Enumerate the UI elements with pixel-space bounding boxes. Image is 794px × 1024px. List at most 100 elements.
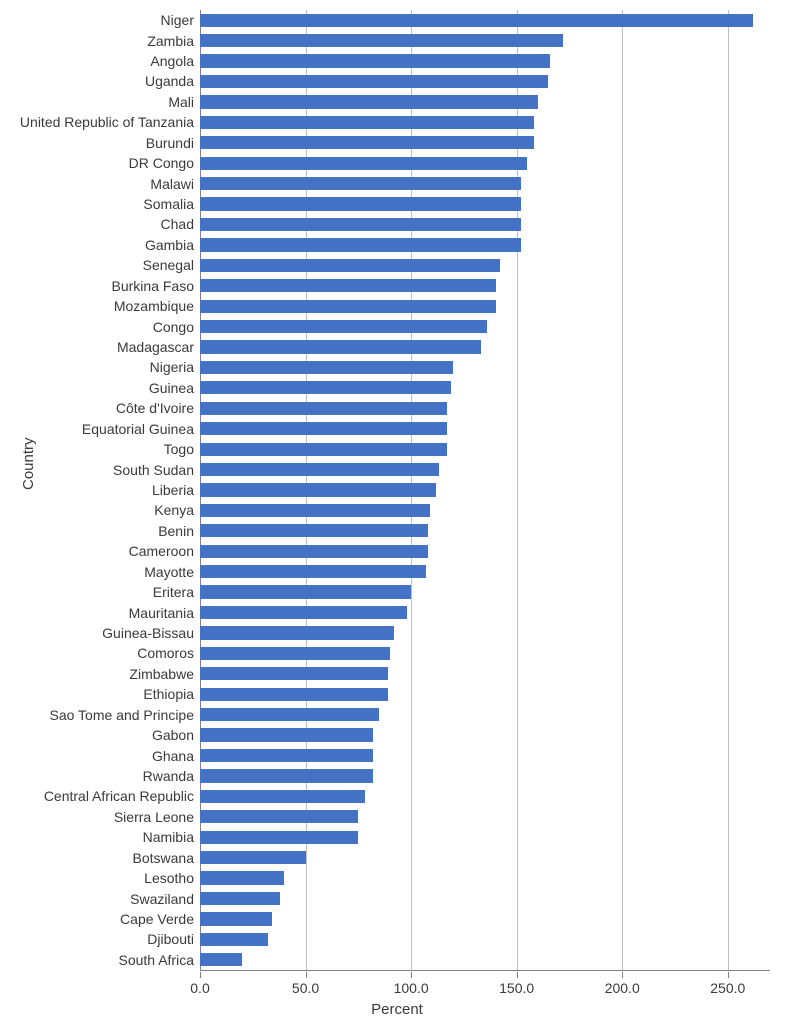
- bar: [200, 259, 500, 272]
- bar-row: Burundi: [200, 136, 770, 149]
- category-label: United Republic of Tanzania: [20, 115, 194, 129]
- bar-row: Equatorial Guinea: [200, 422, 770, 435]
- x-axis-title: Percent: [0, 1001, 794, 1018]
- x-tick-label: 200.0: [605, 980, 640, 996]
- bar: [200, 953, 242, 966]
- bar: [200, 667, 388, 680]
- bar-row: Somalia: [200, 197, 770, 210]
- bar-row: Uganda: [200, 75, 770, 88]
- category-label: Guinea: [149, 381, 194, 395]
- bar: [200, 14, 753, 27]
- category-label: Ethiopia: [143, 687, 194, 701]
- bar: [200, 769, 373, 782]
- bar: [200, 606, 407, 619]
- bar: [200, 320, 487, 333]
- bar: [200, 300, 496, 313]
- category-label: Benin: [158, 524, 194, 538]
- bar: [200, 75, 548, 88]
- category-label: Cape Verde: [120, 912, 194, 926]
- bar: [200, 157, 527, 170]
- category-label: Senegal: [143, 258, 194, 272]
- bar: [200, 626, 394, 639]
- bar-row: Djibouti: [200, 933, 770, 946]
- category-label: Burkina Faso: [112, 279, 194, 293]
- category-label: Togo: [164, 442, 194, 456]
- bar: [200, 197, 521, 210]
- category-label: Namibia: [143, 830, 194, 844]
- bar-row: Côte d'Ivoire: [200, 402, 770, 415]
- bar: [200, 483, 436, 496]
- bar: [200, 463, 439, 476]
- category-label: Lesotho: [144, 871, 194, 885]
- bar-row: Mozambique: [200, 300, 770, 313]
- category-label: Liberia: [152, 483, 194, 497]
- category-label: Zimbabwe: [129, 667, 194, 681]
- category-label: Nigeria: [150, 360, 194, 374]
- bar: [200, 381, 451, 394]
- bar-row: Rwanda: [200, 769, 770, 782]
- x-tick-label: 150.0: [499, 980, 534, 996]
- category-label: Niger: [161, 13, 194, 27]
- category-label: Congo: [153, 320, 194, 334]
- bar-row: Gabon: [200, 728, 770, 741]
- category-label: Uganda: [145, 74, 194, 88]
- category-label: DR Congo: [129, 156, 194, 170]
- bar-row: Niger: [200, 14, 770, 27]
- category-label: Kenya: [154, 503, 194, 517]
- bar: [200, 851, 306, 864]
- bar: [200, 749, 373, 762]
- bar-row: Togo: [200, 443, 770, 456]
- category-label: Botswana: [133, 851, 194, 865]
- bar-row: United Republic of Tanzania: [200, 116, 770, 129]
- bar-row: Swaziland: [200, 892, 770, 905]
- x-tick-label: 0.0: [190, 980, 209, 996]
- category-label: Gambia: [145, 238, 194, 252]
- bar: [200, 136, 534, 149]
- category-label: Comoros: [137, 646, 194, 660]
- bar: [200, 524, 428, 537]
- category-label: Mauritania: [129, 606, 194, 620]
- category-label: Sierra Leone: [114, 810, 194, 824]
- bar: [200, 871, 284, 884]
- bar: [200, 892, 280, 905]
- bar: [200, 443, 447, 456]
- bar: [200, 218, 521, 231]
- bar: [200, 504, 430, 517]
- bar: [200, 279, 496, 292]
- bar-row: Namibia: [200, 831, 770, 844]
- bar-row: Sao Tome and Principe: [200, 708, 770, 721]
- category-label: Ghana: [152, 749, 194, 763]
- bar-row: Chad: [200, 218, 770, 231]
- x-tick: [411, 972, 412, 978]
- category-label: Equatorial Guinea: [82, 422, 194, 436]
- bar-row: Zimbabwe: [200, 667, 770, 680]
- bar-row: Comoros: [200, 647, 770, 660]
- plot-area: 0.050.0100.0150.0200.0250.0NigerZambiaAn…: [200, 10, 770, 970]
- bar-row: Kenya: [200, 504, 770, 517]
- bar: [200, 116, 534, 129]
- bar: [200, 361, 453, 374]
- bar-row: Mauritania: [200, 606, 770, 619]
- bar-row: Guinea: [200, 381, 770, 394]
- category-label: Guinea-Bissau: [102, 626, 194, 640]
- category-label: Madagascar: [117, 340, 194, 354]
- bar: [200, 177, 521, 190]
- bar: [200, 34, 563, 47]
- category-label: Mayotte: [144, 565, 194, 579]
- bar-row: Ghana: [200, 749, 770, 762]
- bar: [200, 790, 365, 803]
- category-label: Sao Tome and Principe: [50, 708, 195, 722]
- category-label: Rwanda: [143, 769, 194, 783]
- bar-row: Burkina Faso: [200, 279, 770, 292]
- category-label: Swaziland: [130, 892, 194, 906]
- bar-row: Central African Republic: [200, 790, 770, 803]
- category-label: Cameroon: [129, 544, 194, 558]
- bar-row: Eritera: [200, 585, 770, 598]
- bar: [200, 647, 390, 660]
- category-label: Zambia: [147, 34, 194, 48]
- bar: [200, 585, 411, 598]
- x-tick-label: 100.0: [394, 980, 429, 996]
- bar: [200, 402, 447, 415]
- x-tick-label: 250.0: [710, 980, 745, 996]
- bar-row: Gambia: [200, 238, 770, 251]
